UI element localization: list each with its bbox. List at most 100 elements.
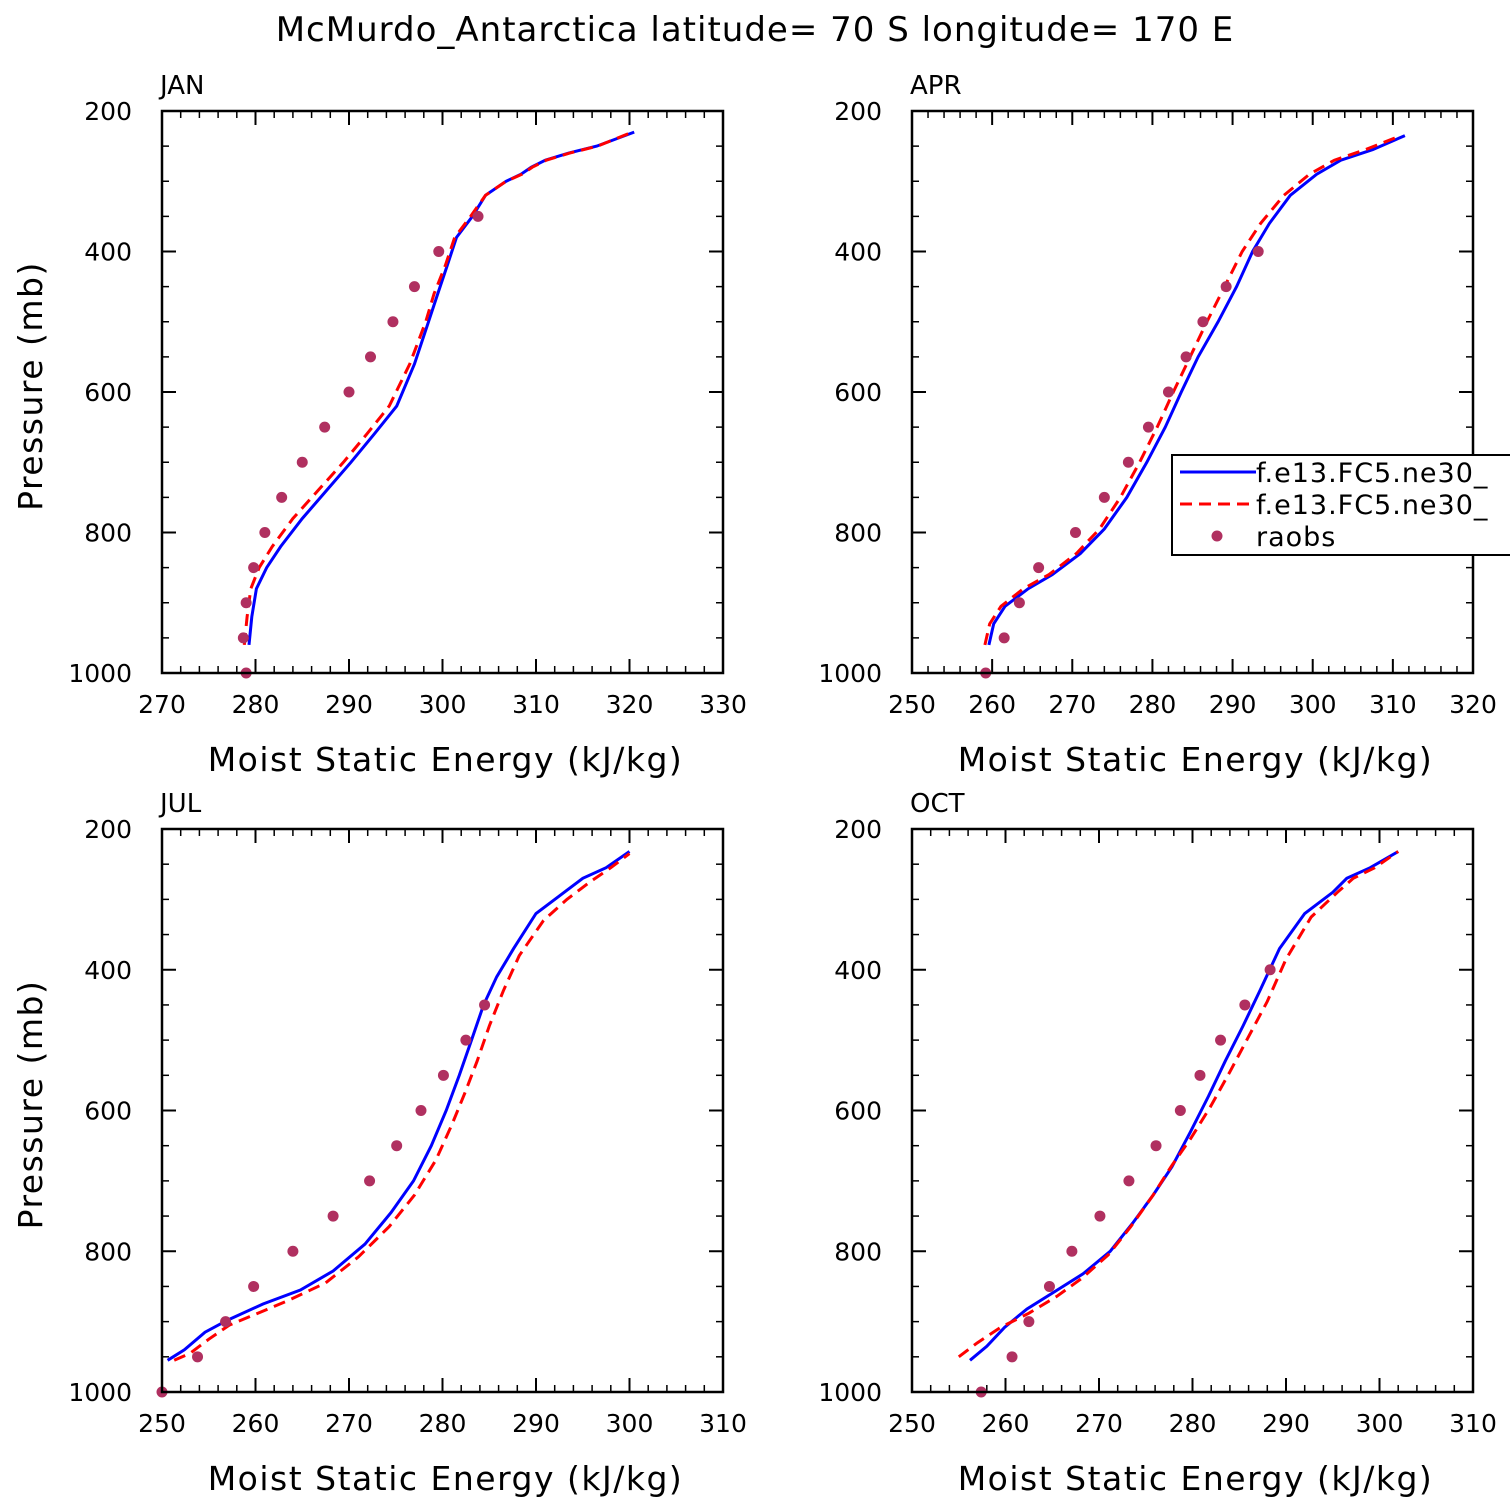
raobs-point [192,1351,204,1363]
panel-jul: 250 260 270 280 290 300 310 200 400 600 800 1000 JUL… [11,789,747,1498]
raobs-point [433,246,445,257]
panel-title: APR [910,71,962,101]
raobs-point [343,386,355,398]
x-tick-label: 300 [606,1409,654,1438]
x-tick-label: 320 [1449,690,1497,719]
x-tick-label: 290 [1262,1409,1310,1438]
x-tick-label: 280 [232,690,280,719]
raobs-point [1094,1210,1106,1222]
plot-frame [910,827,1475,1394]
model-line-red-dashed [173,852,631,1362]
x-tick-label: 330 [699,690,747,719]
x-tick-label: 310 [699,1409,747,1438]
x-tick-label: 270 [325,1409,373,1438]
x-tick-label: 270 [138,690,186,719]
legend-marker-raobs [1211,530,1223,542]
raobs-point [408,281,420,293]
x-axis-label: Moist Static Energy (kJ/kg) [958,1459,1434,1498]
y-tick-label: 1000 [818,659,882,688]
y-tick-label: 800 [834,519,882,548]
x-tick-label: 250 [888,1409,936,1438]
raobs-point [1006,1351,1018,1363]
y-tick-label: 800 [84,519,132,548]
y-axis-label: Pressure (mb) [11,980,50,1230]
panel-jan: 270 280 290 300 310 320 330 200 400 600 800 1000 JAN… [11,71,747,779]
raobs-point [296,456,308,468]
raobs-point [1174,1105,1186,1116]
panel-apr: 250 260 270 280 290 300 310 320 200 400 600 800 1000… [818,71,1496,779]
model-line-blue [166,850,631,1362]
y-tick-label: 600 [84,378,132,407]
y-tick-label: 600 [84,1097,132,1126]
x-tick-label: 310 [1449,1409,1497,1438]
x-tick-label: 250 [138,1409,186,1438]
x-tick-label: 280 [1169,1409,1217,1438]
raobs-point [1150,1140,1162,1152]
figure-title: McMurdo_Antarctica latitude= 70 S longit… [275,10,1235,50]
raobs-point [365,351,377,363]
panel-oct: 250 260 270 280 290 300 310 200 400 600 800 1000 OCT… [818,789,1496,1498]
raobs-point [1122,456,1134,468]
raobs-point [1215,1034,1227,1046]
x-tick-label: 260 [968,690,1016,719]
raobs-point [1123,1175,1135,1187]
model-line-red-dashed [957,850,1400,1358]
x-tick-label: 280 [1129,690,1177,719]
x-tick-label: 270 [1048,690,1096,719]
y-tick-label: 1000 [818,1378,882,1407]
legend: f.e13.FC5.ne30_f.e13.FC5.ne30_raobs [1171,454,1510,556]
raobs-point [1239,999,1251,1011]
raobs-point [1033,562,1045,574]
x-axis-label: Moist Static Energy (kJ/kg) [958,740,1434,779]
raobs-point [240,597,252,609]
x-axis-label: Moist Static Energy (kJ/kg) [208,740,684,779]
raobs-point [415,1105,427,1116]
y-tick-label: 200 [84,97,132,126]
y-tick-label: 200 [84,815,132,844]
model-line-blue [969,850,1399,1362]
raobs-point [248,1280,260,1292]
raobs-point [248,562,260,574]
raobs-point [1069,527,1081,538]
panel-title: OCT [910,789,965,819]
x-tick-label: 300 [419,690,467,719]
raobs-point [387,316,399,328]
raobs-point [1252,246,1264,257]
raobs-point [1066,1245,1078,1257]
x-tick-label: 300 [1289,690,1337,719]
x-tick-label: 280 [419,1409,467,1438]
raobs-point [237,632,249,644]
raobs-point [287,1245,299,1257]
raobs-point [276,491,288,503]
x-tick-label: 260 [232,1409,280,1438]
raobs-point [364,1175,376,1187]
y-tick-label: 800 [834,1237,882,1266]
raobs-point [259,527,271,538]
y-tick-label: 400 [84,956,132,985]
x-tick-label: 250 [888,690,936,719]
plot-frame [160,109,725,675]
model-line-red-dashed [983,134,1402,646]
y-axis-label: Pressure (mb) [11,261,50,511]
raobs-point [1162,386,1174,398]
raobs-point [1013,597,1025,609]
raobs-point [1023,1316,1035,1328]
raobs-point [472,210,484,222]
y-tick-label: 400 [834,238,882,267]
y-tick-label: 600 [834,1097,882,1126]
raobs-point [460,1034,472,1046]
x-axis-label: Moist Static Energy (kJ/kg) [208,1459,684,1498]
raobs-point [327,1210,339,1222]
plot-frame [910,109,1475,675]
raobs-point [1142,421,1154,433]
y-tick-label: 200 [834,97,882,126]
y-tick-label: 400 [84,238,132,267]
x-tick-label: 270 [1075,1409,1123,1438]
raobs-point [437,1069,449,1081]
legend-label: f.e13.FC5.ne30_ [1256,490,1488,521]
model-line-blue [987,134,1406,646]
raobs-point [319,421,331,433]
raobs-point [391,1140,403,1152]
model-line-blue [247,130,635,646]
